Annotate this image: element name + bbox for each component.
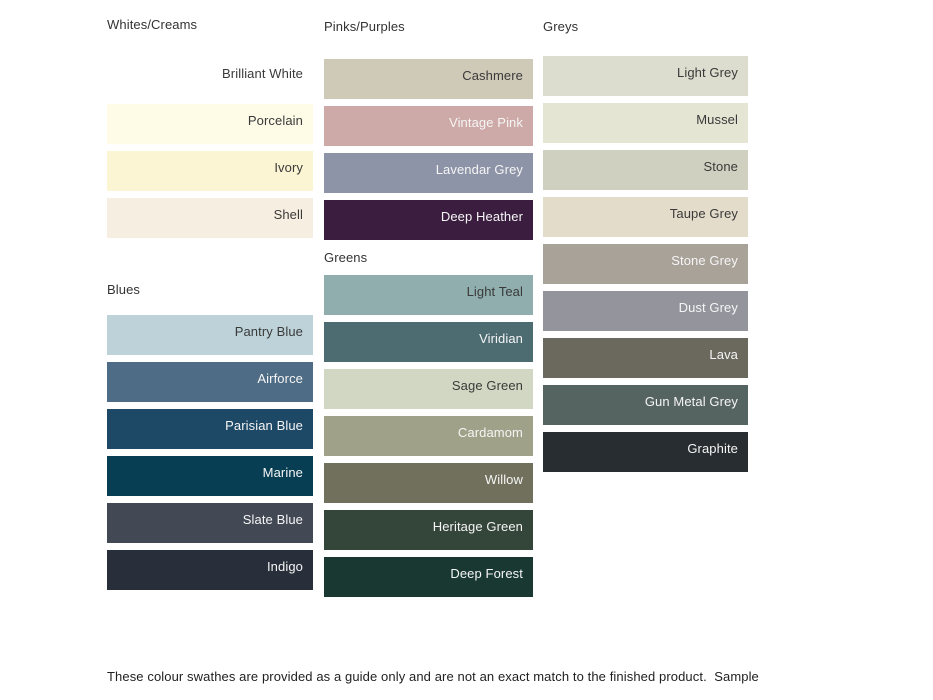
- swatch-label: Indigo: [266, 559, 303, 574]
- swatch-label: Mussel: [696, 112, 738, 127]
- swatch-viridian: Viridian: [324, 322, 533, 362]
- swatch-porcelain: Porcelain: [107, 104, 313, 144]
- swatch-heritage-green: Heritage Green: [324, 510, 533, 550]
- swatch-label: Light Grey: [677, 65, 738, 80]
- swatch-label: Stone: [703, 159, 738, 174]
- color-group-greys: Greys Light Grey Mussel Stone Taupe Grey Ston…: [543, 20, 748, 472]
- swatch-gun-metal-grey: Gun Metal Grey: [543, 385, 748, 425]
- swatch-stone: Stone: [543, 150, 748, 190]
- swatch-marine: Marine: [107, 456, 313, 496]
- swatch-light-teal: Light Teal: [324, 275, 533, 315]
- swatch-cashmere: Cashmere: [324, 59, 533, 99]
- swatch-label: Deep Forest: [450, 566, 523, 581]
- swatch-label: Gun Metal Grey: [644, 394, 738, 409]
- swatch-label: Parisian Blue: [225, 418, 303, 433]
- swatch-label: Airforce: [257, 371, 303, 386]
- swatch-label: Cardamom: [457, 425, 523, 440]
- swatch-label: Willow: [484, 472, 523, 487]
- group-title: Pinks/Purples: [324, 19, 405, 34]
- swatch-lavendar-grey: Lavendar Grey: [324, 153, 533, 193]
- swatch-slate-blue: Slate Blue: [107, 503, 313, 543]
- swatch-label: Heritage Green: [432, 519, 523, 534]
- swatch-label: Stone Grey: [671, 253, 738, 268]
- swatch-pantry-blue: Pantry Blue: [107, 315, 313, 355]
- swatch-mussel: Mussel: [543, 103, 748, 143]
- swatch-label: Porcelain: [247, 113, 303, 128]
- swatch-dust-grey: Dust Grey: [543, 291, 748, 331]
- disclaimer-text: These colour swathes are provided as a g…: [107, 638, 787, 700]
- swatch-graphite: Graphite: [543, 432, 748, 472]
- swatch-shell: Shell: [107, 198, 313, 238]
- swatch-sage-green: Sage Green: [324, 369, 533, 409]
- swatch-label: Brilliant White: [222, 66, 303, 81]
- column-right: Greys Light Grey Mussel Stone Taupe Grey Ston…: [543, 0, 748, 479]
- swatch-airforce: Airforce: [107, 362, 313, 402]
- swatch-label: Ivory: [274, 160, 303, 175]
- swatch-lava: Lava: [543, 338, 748, 378]
- swatch-ivory: Ivory: [107, 151, 313, 191]
- column-middle: Pinks/Purples Cashmere Vintage Pink Lavenda…: [324, 0, 533, 604]
- group-title: Greys: [543, 19, 579, 34]
- column-left: Whites/Creams Brilliant White Porcelain Ivo…: [107, 0, 313, 597]
- swatch-label: Graphite: [687, 441, 738, 456]
- group-title: Blues: [107, 282, 141, 297]
- swatch-indigo: Indigo: [107, 550, 313, 590]
- swatch-vintage-pink: Vintage Pink: [324, 106, 533, 146]
- color-group-whites-creams: Whites/Creams Brilliant White Porcelain Ivo…: [107, 18, 313, 238]
- group-title: Greens: [324, 250, 368, 265]
- swatch-deep-forest: Deep Forest: [324, 557, 533, 597]
- color-group-blues: Blues Pantry Blue Airforce Parisian Blue Mar…: [107, 283, 313, 590]
- color-group-pinks-purples: Pinks/Purples Cashmere Vintage Pink Lavenda…: [324, 20, 533, 240]
- swatch-brilliant-white: Brilliant White: [107, 57, 313, 97]
- swatch-taupe-grey: Taupe Grey: [543, 197, 748, 237]
- swatch-label: Dust Grey: [678, 300, 738, 315]
- swatch-label: Sage Green: [451, 378, 523, 393]
- color-group-greens: Greens Light Teal Viridian Sage Green Cardam…: [324, 251, 533, 597]
- swatch-label: Slate Blue: [242, 512, 303, 527]
- swatch-willow: Willow: [324, 463, 533, 503]
- swatch-label: Cashmere: [462, 68, 523, 83]
- swatch-label: Lavendar Grey: [435, 162, 523, 177]
- swatch-label: Vintage Pink: [449, 115, 523, 130]
- swatch-label: Taupe Grey: [669, 206, 738, 221]
- swatch-cardamom: Cardamom: [324, 416, 533, 456]
- swatch-parisian-blue: Parisian Blue: [107, 409, 313, 449]
- swatch-label: Lava: [709, 347, 738, 362]
- swatch-label: Viridian: [479, 331, 523, 346]
- swatch-label: Marine: [262, 465, 303, 480]
- swatch-light-grey: Light Grey: [543, 56, 748, 96]
- group-title: Whites/Creams: [107, 17, 198, 32]
- swatch-label: Shell: [273, 207, 303, 222]
- swatch-deep-heather: Deep Heather: [324, 200, 533, 240]
- swatch-label: Pantry Blue: [234, 324, 303, 339]
- swatch-label: Deep Heather: [440, 209, 523, 224]
- disclaimer-line-1: These colour swathes are provided as a g…: [107, 669, 759, 684]
- swatch-label: Light Teal: [466, 284, 523, 299]
- swatch-stone-grey: Stone Grey: [543, 244, 748, 284]
